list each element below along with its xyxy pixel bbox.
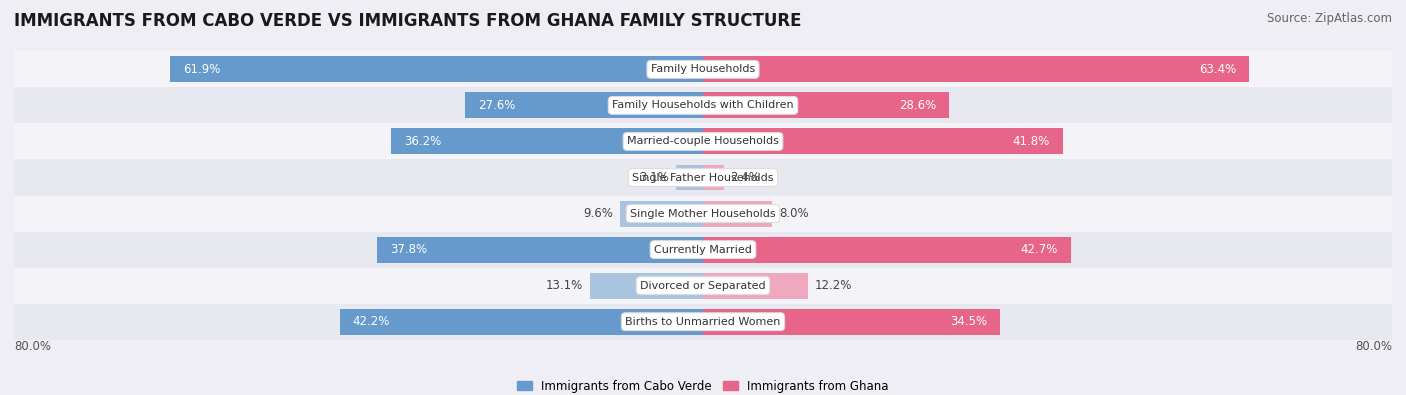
Text: Family Households: Family Households [651, 64, 755, 74]
Bar [703, 165, 724, 190]
Bar [703, 237, 1071, 263]
Text: 36.2%: 36.2% [404, 135, 441, 148]
Bar [703, 92, 949, 118]
Bar [703, 201, 772, 226]
Bar [703, 56, 1249, 82]
Bar [465, 92, 703, 118]
Text: Married-couple Households: Married-couple Households [627, 136, 779, 147]
Text: IMMIGRANTS FROM CABO VERDE VS IMMIGRANTS FROM GHANA FAMILY STRUCTURE: IMMIGRANTS FROM CABO VERDE VS IMMIGRANTS… [14, 12, 801, 30]
Bar [14, 231, 1392, 268]
Text: 8.0%: 8.0% [779, 207, 808, 220]
Text: 61.9%: 61.9% [183, 63, 221, 76]
Text: Divorced or Separated: Divorced or Separated [640, 280, 766, 291]
Bar [14, 304, 1392, 340]
Text: Single Mother Households: Single Mother Households [630, 209, 776, 218]
Bar [591, 273, 703, 299]
Text: Family Households with Children: Family Households with Children [612, 100, 794, 111]
Bar [170, 56, 703, 82]
Bar [703, 309, 1000, 335]
Bar [14, 123, 1392, 160]
Bar [676, 165, 703, 190]
Bar [391, 128, 703, 154]
Bar [14, 196, 1392, 231]
Bar [340, 309, 703, 335]
Text: Single Father Households: Single Father Households [633, 173, 773, 182]
Text: 13.1%: 13.1% [546, 279, 583, 292]
Text: 37.8%: 37.8% [391, 243, 427, 256]
Text: 63.4%: 63.4% [1199, 63, 1236, 76]
Text: 27.6%: 27.6% [478, 99, 516, 112]
Text: 28.6%: 28.6% [898, 99, 936, 112]
Text: 42.2%: 42.2% [353, 315, 389, 328]
Text: Source: ZipAtlas.com: Source: ZipAtlas.com [1267, 12, 1392, 25]
Bar [703, 128, 1063, 154]
Text: Currently Married: Currently Married [654, 245, 752, 255]
Text: 42.7%: 42.7% [1021, 243, 1057, 256]
Text: Births to Unmarried Women: Births to Unmarried Women [626, 317, 780, 327]
Text: 2.4%: 2.4% [731, 171, 761, 184]
Text: 80.0%: 80.0% [14, 340, 51, 354]
Bar [14, 268, 1392, 304]
Text: 80.0%: 80.0% [1355, 340, 1392, 354]
Text: 34.5%: 34.5% [950, 315, 987, 328]
Legend: Immigrants from Cabo Verde, Immigrants from Ghana: Immigrants from Cabo Verde, Immigrants f… [513, 375, 893, 395]
Bar [14, 87, 1392, 123]
Text: 9.6%: 9.6% [583, 207, 613, 220]
Text: 3.1%: 3.1% [640, 171, 669, 184]
Text: 12.2%: 12.2% [815, 279, 852, 292]
Bar [377, 237, 703, 263]
Bar [14, 51, 1392, 87]
Bar [620, 201, 703, 226]
Bar [14, 160, 1392, 196]
Bar [703, 273, 808, 299]
Text: 41.8%: 41.8% [1012, 135, 1050, 148]
